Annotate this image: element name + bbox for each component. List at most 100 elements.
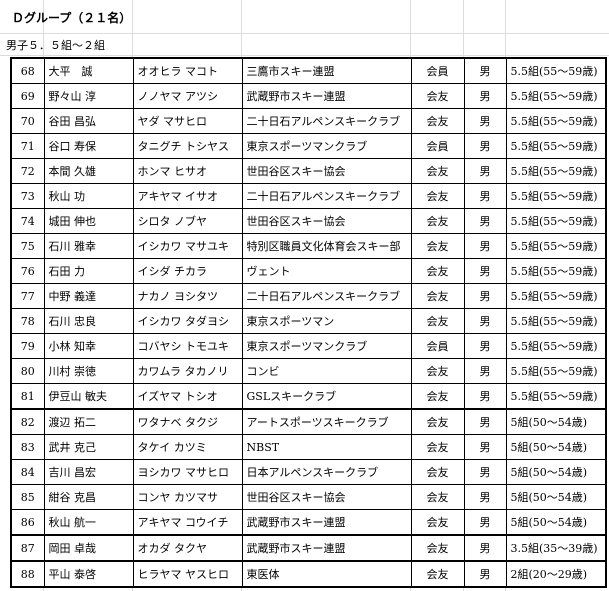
kana-cell: タケイ カツミ — [132, 434, 243, 460]
sex-cell: 男 — [463, 560, 507, 588]
sex-cell: 男 — [463, 183, 507, 209]
sex-cell: 男 — [463, 158, 507, 184]
number-cell: 88 — [10, 560, 45, 588]
club-cell: 二十日石アルペンスキークラブ — [241, 183, 412, 209]
table-row: 79 小林 知幸 コバヤシ トモユキ 東京スポーツマンクラブ 会員男 5.5組(55～59… — [10, 333, 607, 359]
class-cell: 5.5組(55～59歳) — [505, 308, 607, 334]
kana-cell: ヨシカワ マサヒロ — [132, 459, 243, 485]
number-cell: 77 — [10, 283, 45, 309]
name-cell: 小林 知幸 — [43, 333, 134, 359]
name-cell: 平山 泰啓 — [43, 560, 134, 588]
class-cell: 5.5組(55～59歳) — [505, 358, 607, 384]
sex-cell: 男 — [463, 358, 507, 384]
number-cell: 71 — [10, 133, 45, 159]
membership-cell: 会友 — [410, 509, 465, 536]
sex-cell: 男 — [463, 459, 507, 485]
name-cell: 中野 義達 — [43, 283, 134, 309]
sex-cell: 男 — [463, 509, 507, 536]
table-row: 69 野々山 淳ノノヤマ アツシ 武蔵野市スキー連盟 会友男 5.5組(55～59歳) — [10, 83, 607, 109]
title: Ｄグループ（２１名） — [12, 11, 132, 25]
table-row: 84 吉川 昌宏 ヨシカワ マサヒロ 日本アルペンスキークラブ 会友男 5組(50～54歳… — [10, 459, 607, 485]
sex-cell: 男 — [463, 108, 507, 134]
kana-cell: イシカワ マサユキ — [132, 233, 243, 259]
sex-cell: 男 — [463, 133, 507, 159]
kana-cell: イシカワ タダヨシ — [132, 308, 243, 334]
sex-cell: 男 — [463, 484, 507, 510]
table-row: 68 大平 誠オオヒラ マコト 三鷹市スキー連盟 会員男 5.5組(55～59歳) — [10, 57, 607, 84]
table-row: 74 城田 伸也 シロタ ノブヤ 世田谷区スキー協会 会友男 5.5組(55～59歳) — [10, 208, 607, 234]
club-cell: 東京スポーツマンクラブ — [241, 133, 412, 159]
kana-cell: カワムラ タカノリ — [132, 358, 243, 384]
table-row: 76 石田 力イシダ チカラ ヴェント 会友男 5.5組(55～59歳) — [10, 258, 607, 284]
name-cell: 城田 伸也 — [43, 208, 134, 234]
name-cell: 吉川 昌宏 — [43, 459, 134, 485]
sex-cell: 男 — [463, 283, 507, 309]
club-cell: 二十日石アルペンスキークラブ — [241, 283, 412, 309]
sex-cell: 男 — [463, 233, 507, 259]
table-row: 72 本間 久雄 ホンマ ヒサオ 世田谷区スキー協会 会友男 5.5組(55～59歳) — [10, 158, 607, 184]
kana-cell: オカダ タクヤ — [132, 534, 243, 562]
sex-cell: 男 — [463, 83, 507, 109]
name-cell: 石川 雅幸 — [43, 233, 134, 259]
class-cell: 2組(20～29歳) — [505, 560, 607, 588]
kana-cell: ヒラヤマ ヤスヒロ — [132, 560, 243, 588]
membership-cell: 会友 — [410, 283, 465, 309]
table-row: 75 石川 雅幸 イシカワ マサユキ 特別区職員文化体育会スキー部 会友男 5.5組(55… — [10, 233, 607, 259]
kana-cell: イズヤマ トシオ — [132, 383, 243, 410]
number-cell: 85 — [10, 484, 45, 510]
kana-cell: コバヤシ トモユキ — [132, 333, 243, 359]
sex-cell: 男 — [463, 57, 507, 84]
club-cell: 武蔵野市スキー連盟 — [241, 509, 412, 536]
club-cell: 世田谷区スキー協会 — [241, 208, 412, 234]
membership-cell: 会友 — [410, 258, 465, 284]
kana-cell: ノノヤマ アツシ — [132, 83, 243, 109]
class-cell: 5.5組(55～59歳) — [505, 133, 607, 159]
membership-cell: 会友 — [410, 233, 465, 259]
membership-cell: 会友 — [410, 183, 465, 209]
name-cell: 秋山 航一 — [43, 509, 134, 536]
membership-cell: 会友 — [410, 383, 465, 410]
name-cell: 野々山 淳 — [43, 83, 134, 109]
class-cell: 5.5組(55～59歳) — [505, 183, 607, 209]
club-cell: 日本アルペンスキークラブ — [241, 459, 412, 485]
number-cell: 84 — [10, 459, 45, 485]
grid-line — [0, 55, 609, 56]
kana-cell: ワタナベ タクジ — [132, 408, 243, 435]
kana-cell: コンヤ カツマサ — [132, 484, 243, 510]
class-cell: 3.5組(35～39歳) — [505, 534, 607, 562]
membership-cell: 会友 — [410, 484, 465, 510]
club-cell: 東医体 — [241, 560, 412, 588]
club-cell: 二十日石アルペンスキークラブ — [241, 108, 412, 134]
number-cell: 81 — [10, 383, 45, 410]
name-cell: 谷田 昌弘 — [43, 108, 134, 134]
club-cell: ヴェント — [241, 258, 412, 284]
class-cell: 5.5組(55～59歳) — [505, 57, 607, 84]
club-cell: コンビ — [241, 358, 412, 384]
name-cell: 大平 誠 — [43, 57, 134, 84]
table-row: 78 石川 忠良 イシカワ タダヨシ 東京スポーツマン 会友男 5.5組(55～59歳) — [10, 308, 607, 334]
club-cell: 三鷹市スキー連盟 — [241, 57, 412, 84]
table-row: 82 渡辺 拓二 ワタナベ タクジ アートスポーツスキークラブ 会友男 5組(50～54歳… — [10, 408, 607, 435]
membership-cell: 会員 — [410, 57, 465, 84]
number-cell: 69 — [10, 83, 45, 109]
number-cell: 70 — [10, 108, 45, 134]
class-cell: 5.5組(55～59歳) — [505, 283, 607, 309]
kana-cell: オオヒラ マコト — [132, 57, 243, 84]
sex-cell: 男 — [463, 333, 507, 359]
sex-cell: 男 — [463, 308, 507, 334]
table-row: 85 紺谷 克昌 コンヤ カツマサ 世田谷区スキー協会 会友男 5組(50～54歳) — [10, 484, 607, 510]
club-cell: NBST — [241, 434, 412, 460]
table-row: 73 秋山 功アキヤマ イサオ 二十日石アルペンスキークラブ 会友男 5.5組(55～5… — [10, 183, 607, 209]
number-cell: 74 — [10, 208, 45, 234]
membership-cell: 会友 — [410, 308, 465, 334]
number-cell: 86 — [10, 509, 45, 536]
number-cell: 72 — [10, 158, 45, 184]
club-cell: 東京スポーツマン — [241, 308, 412, 334]
kana-cell: ヤダ マサヒロ — [132, 108, 243, 134]
class-cell: 5組(50～54歳) — [505, 434, 607, 460]
kana-cell: シロタ ノブヤ — [132, 208, 243, 234]
membership-cell: 会員 — [410, 333, 465, 359]
sex-cell: 男 — [463, 434, 507, 460]
sex-cell: 男 — [463, 383, 507, 410]
